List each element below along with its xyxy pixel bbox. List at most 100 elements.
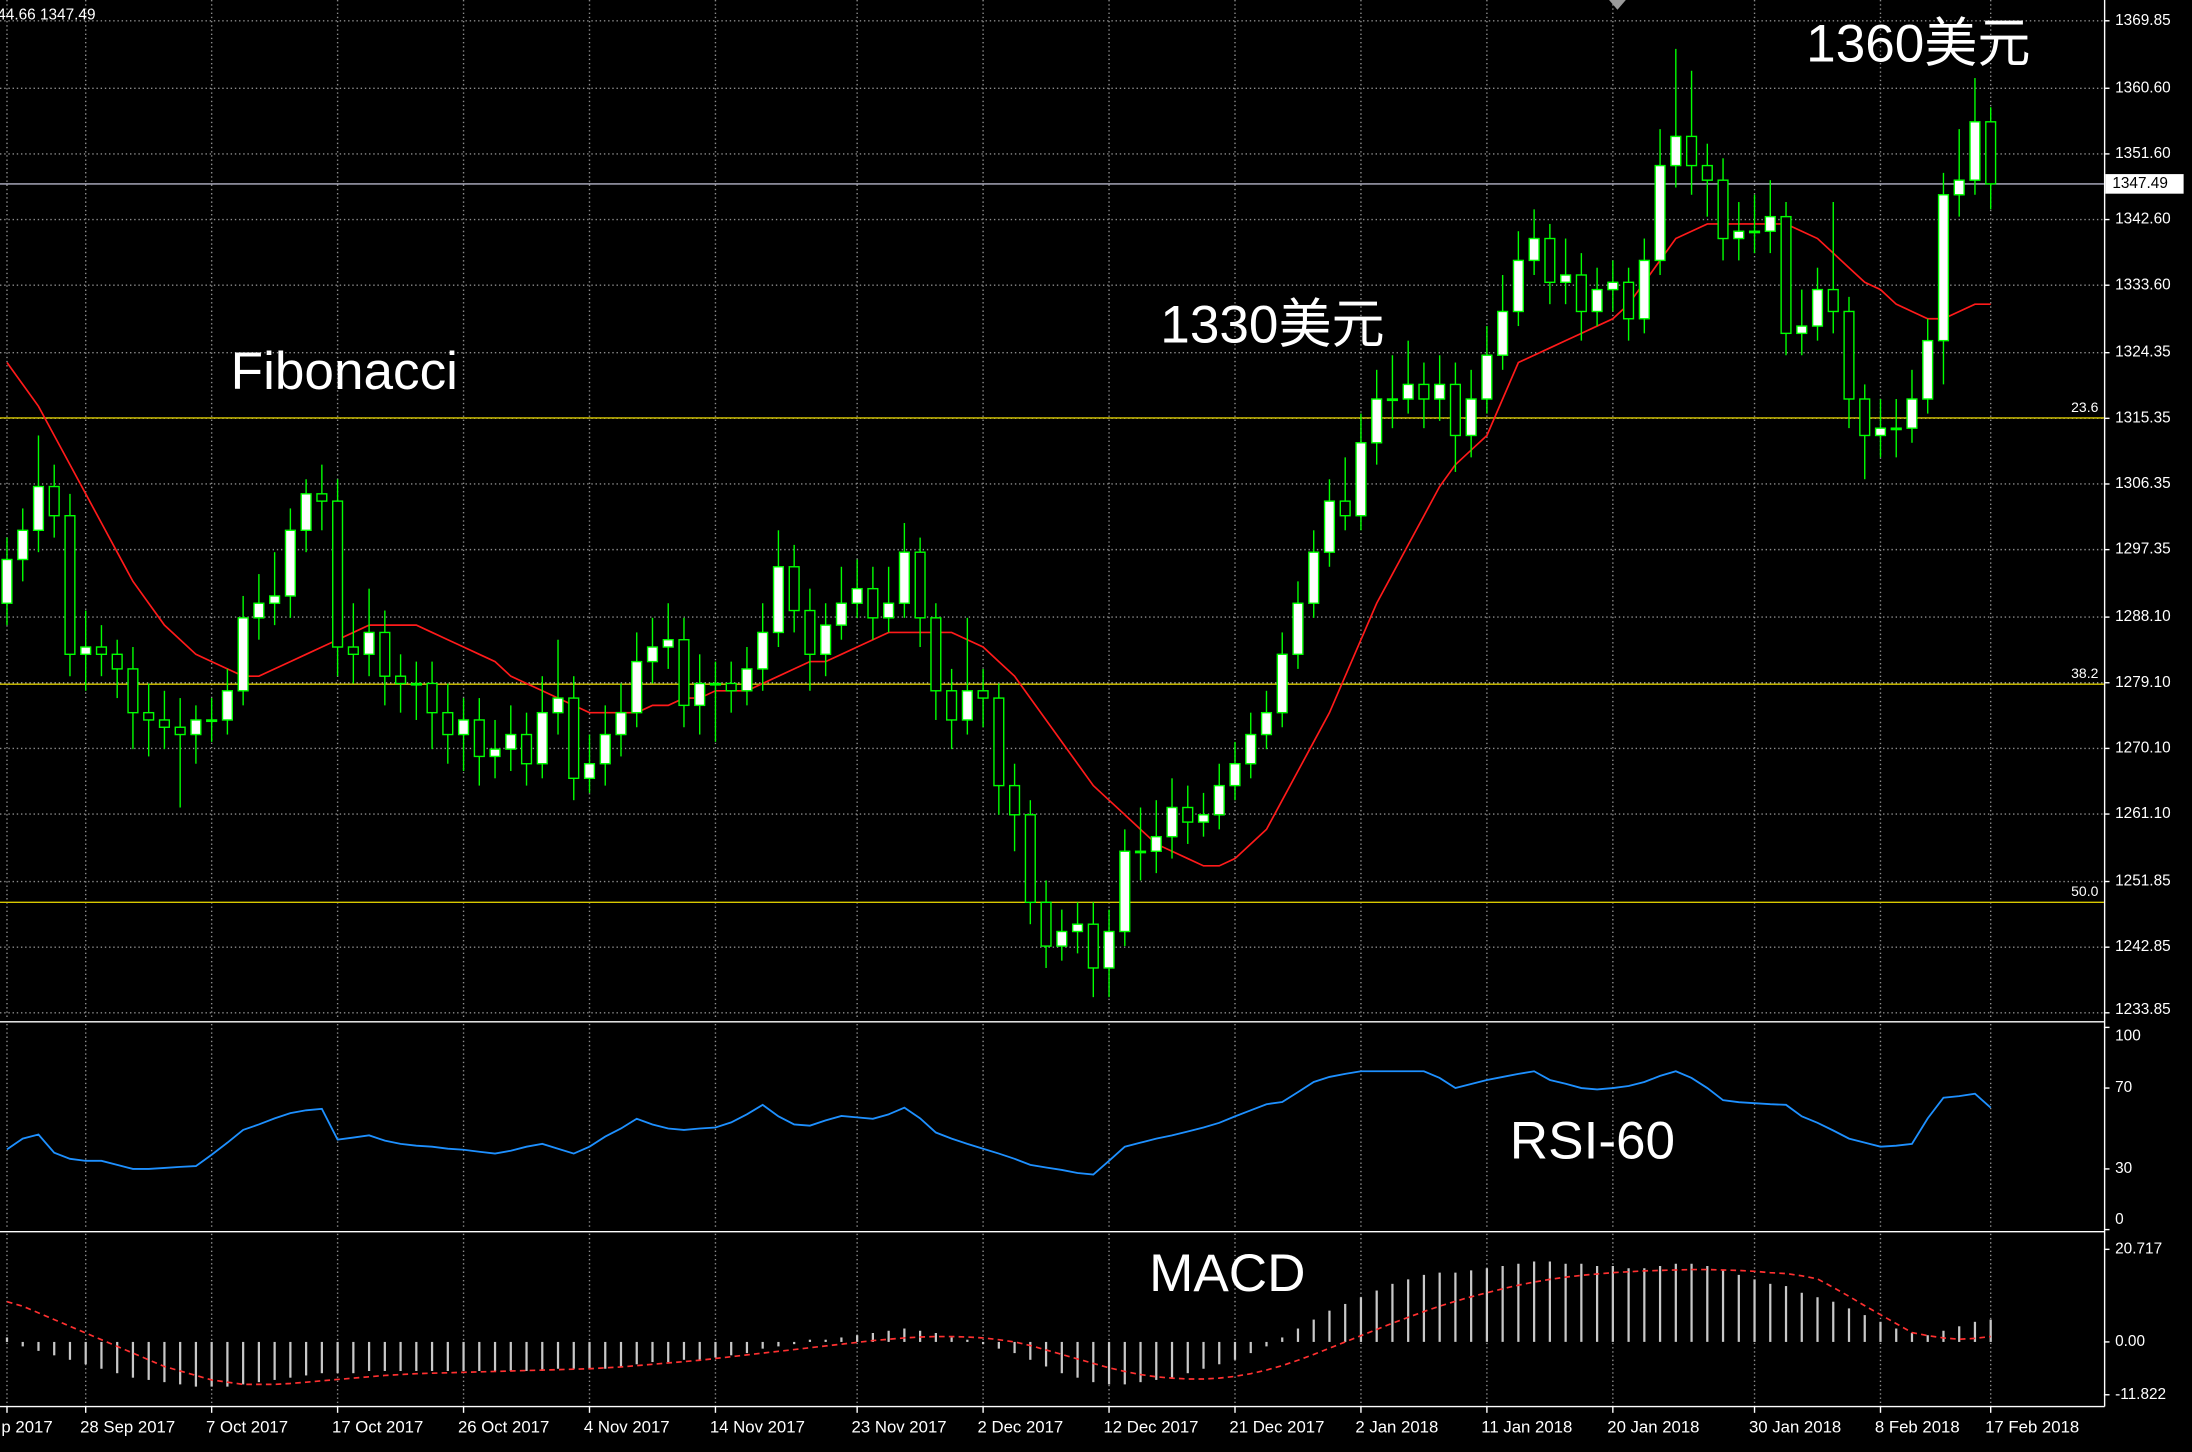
candle-body — [1355, 442, 1367, 517]
x-tick-label: 7 Oct 2017 — [206, 1418, 288, 1437]
candle-body — [788, 566, 800, 612]
candle-body — [1119, 850, 1131, 933]
candle-body — [1008, 784, 1021, 816]
candle-body — [1733, 230, 1745, 240]
candle-body — [1512, 259, 1524, 313]
candle-body — [1560, 274, 1572, 283]
candle-body — [1890, 427, 1902, 431]
candle-body — [48, 485, 60, 517]
x-tick-label: p 2017 — [1, 1418, 52, 1437]
header-prices: 44.66 1347.49 — [0, 6, 96, 23]
candle-body — [883, 602, 895, 619]
candle-body — [1874, 427, 1887, 437]
candle-body — [1323, 500, 1336, 553]
candle-body — [1056, 930, 1068, 947]
last-price-label: 1347.49 — [2112, 175, 2168, 192]
y-tick-label: 0 — [2115, 1211, 2124, 1228]
candle-body — [80, 646, 92, 656]
candle-body — [914, 551, 926, 619]
candle-body — [678, 639, 690, 707]
annotation: 1330美元 — [1160, 296, 1384, 355]
x-tick-label: 2 Jan 2018 — [1355, 1418, 1438, 1437]
candle-body — [1638, 259, 1650, 320]
candle-body — [269, 595, 281, 604]
candle-body — [1670, 135, 1682, 167]
candle-body — [253, 602, 265, 619]
candle-body — [820, 624, 832, 656]
y-tick-label: 1279.10 — [2115, 674, 2171, 691]
y-tick-label: 1261.10 — [2115, 805, 2171, 822]
candle-body — [930, 617, 942, 692]
candle-body — [505, 733, 517, 750]
candle-body — [741, 668, 753, 692]
candle-body — [32, 485, 45, 532]
candle-body — [1906, 398, 1918, 429]
y-tick-label: -11.822 — [2115, 1386, 2166, 1403]
candle-body — [190, 719, 202, 736]
candle-body — [206, 719, 218, 723]
x-tick-label: 30 Jan 2018 — [1749, 1418, 1841, 1437]
candle-body — [1182, 806, 1194, 823]
candle-body — [1087, 923, 1099, 969]
candle-body — [1811, 288, 1824, 327]
candle-body — [347, 646, 359, 656]
candle-body — [1371, 398, 1383, 444]
candle-body — [1985, 121, 1997, 185]
indicator-line — [6, 1070, 1992, 1176]
candle-body — [1292, 602, 1304, 656]
candle-body — [709, 682, 722, 686]
x-tick-label: 23 Nov 2017 — [852, 1418, 947, 1437]
candle-body — [725, 682, 737, 692]
candle-body — [363, 631, 375, 656]
candle-body — [237, 617, 249, 692]
candle-body — [1024, 814, 1036, 904]
candle-body — [1386, 398, 1399, 402]
y-tick-label: 1242.85 — [2115, 938, 2171, 955]
candle-body — [332, 500, 344, 648]
candle-body — [1245, 733, 1257, 765]
annotation: MACD — [1149, 1244, 1305, 1303]
x-tick-label: 17 Feb 2018 — [1985, 1418, 2079, 1437]
candle-body — [694, 682, 706, 707]
candle-body — [473, 719, 485, 758]
candle-body — [111, 653, 123, 670]
candle-body — [1213, 784, 1225, 816]
y-tick-label: 1360.60 — [2115, 79, 2171, 96]
fib-level-label: 50.0 — [2071, 883, 2098, 899]
candle-body — [1449, 383, 1462, 437]
candle-body — [993, 697, 1005, 787]
candle-body — [379, 631, 391, 677]
candle-body — [1622, 281, 1635, 320]
candle-body — [316, 493, 328, 502]
fib-level-label: 38.2 — [2071, 665, 2098, 681]
candle-body — [143, 711, 155, 721]
candle-body — [1071, 923, 1084, 933]
candle-body — [1339, 500, 1351, 517]
candle-body — [536, 711, 548, 765]
y-tick-label: 20.717 — [2115, 1240, 2162, 1257]
candle-body — [17, 529, 29, 561]
candle-body — [64, 515, 76, 656]
candle-body — [583, 763, 596, 780]
candle-body — [457, 719, 470, 736]
candle-body — [1, 558, 13, 604]
annotation: Fibonacci — [231, 342, 458, 401]
candle-body — [1764, 215, 1776, 232]
y-tick-label: 1333.60 — [2115, 276, 2171, 293]
fib-level-label: 23.6 — [2071, 399, 2098, 415]
candle-body — [1922, 339, 1934, 400]
candle-body — [284, 529, 296, 597]
candle-body — [489, 748, 501, 758]
candle-body — [1780, 215, 1792, 335]
candle-body — [631, 660, 643, 714]
candle-body — [1497, 310, 1509, 356]
x-tick-label: 17 Oct 2017 — [332, 1418, 423, 1437]
candle-body — [1434, 383, 1446, 400]
candle-body — [1685, 135, 1698, 167]
y-tick-label: 1342.60 — [2115, 211, 2171, 228]
candle-body — [1229, 763, 1241, 787]
candle-body — [1197, 814, 1210, 823]
